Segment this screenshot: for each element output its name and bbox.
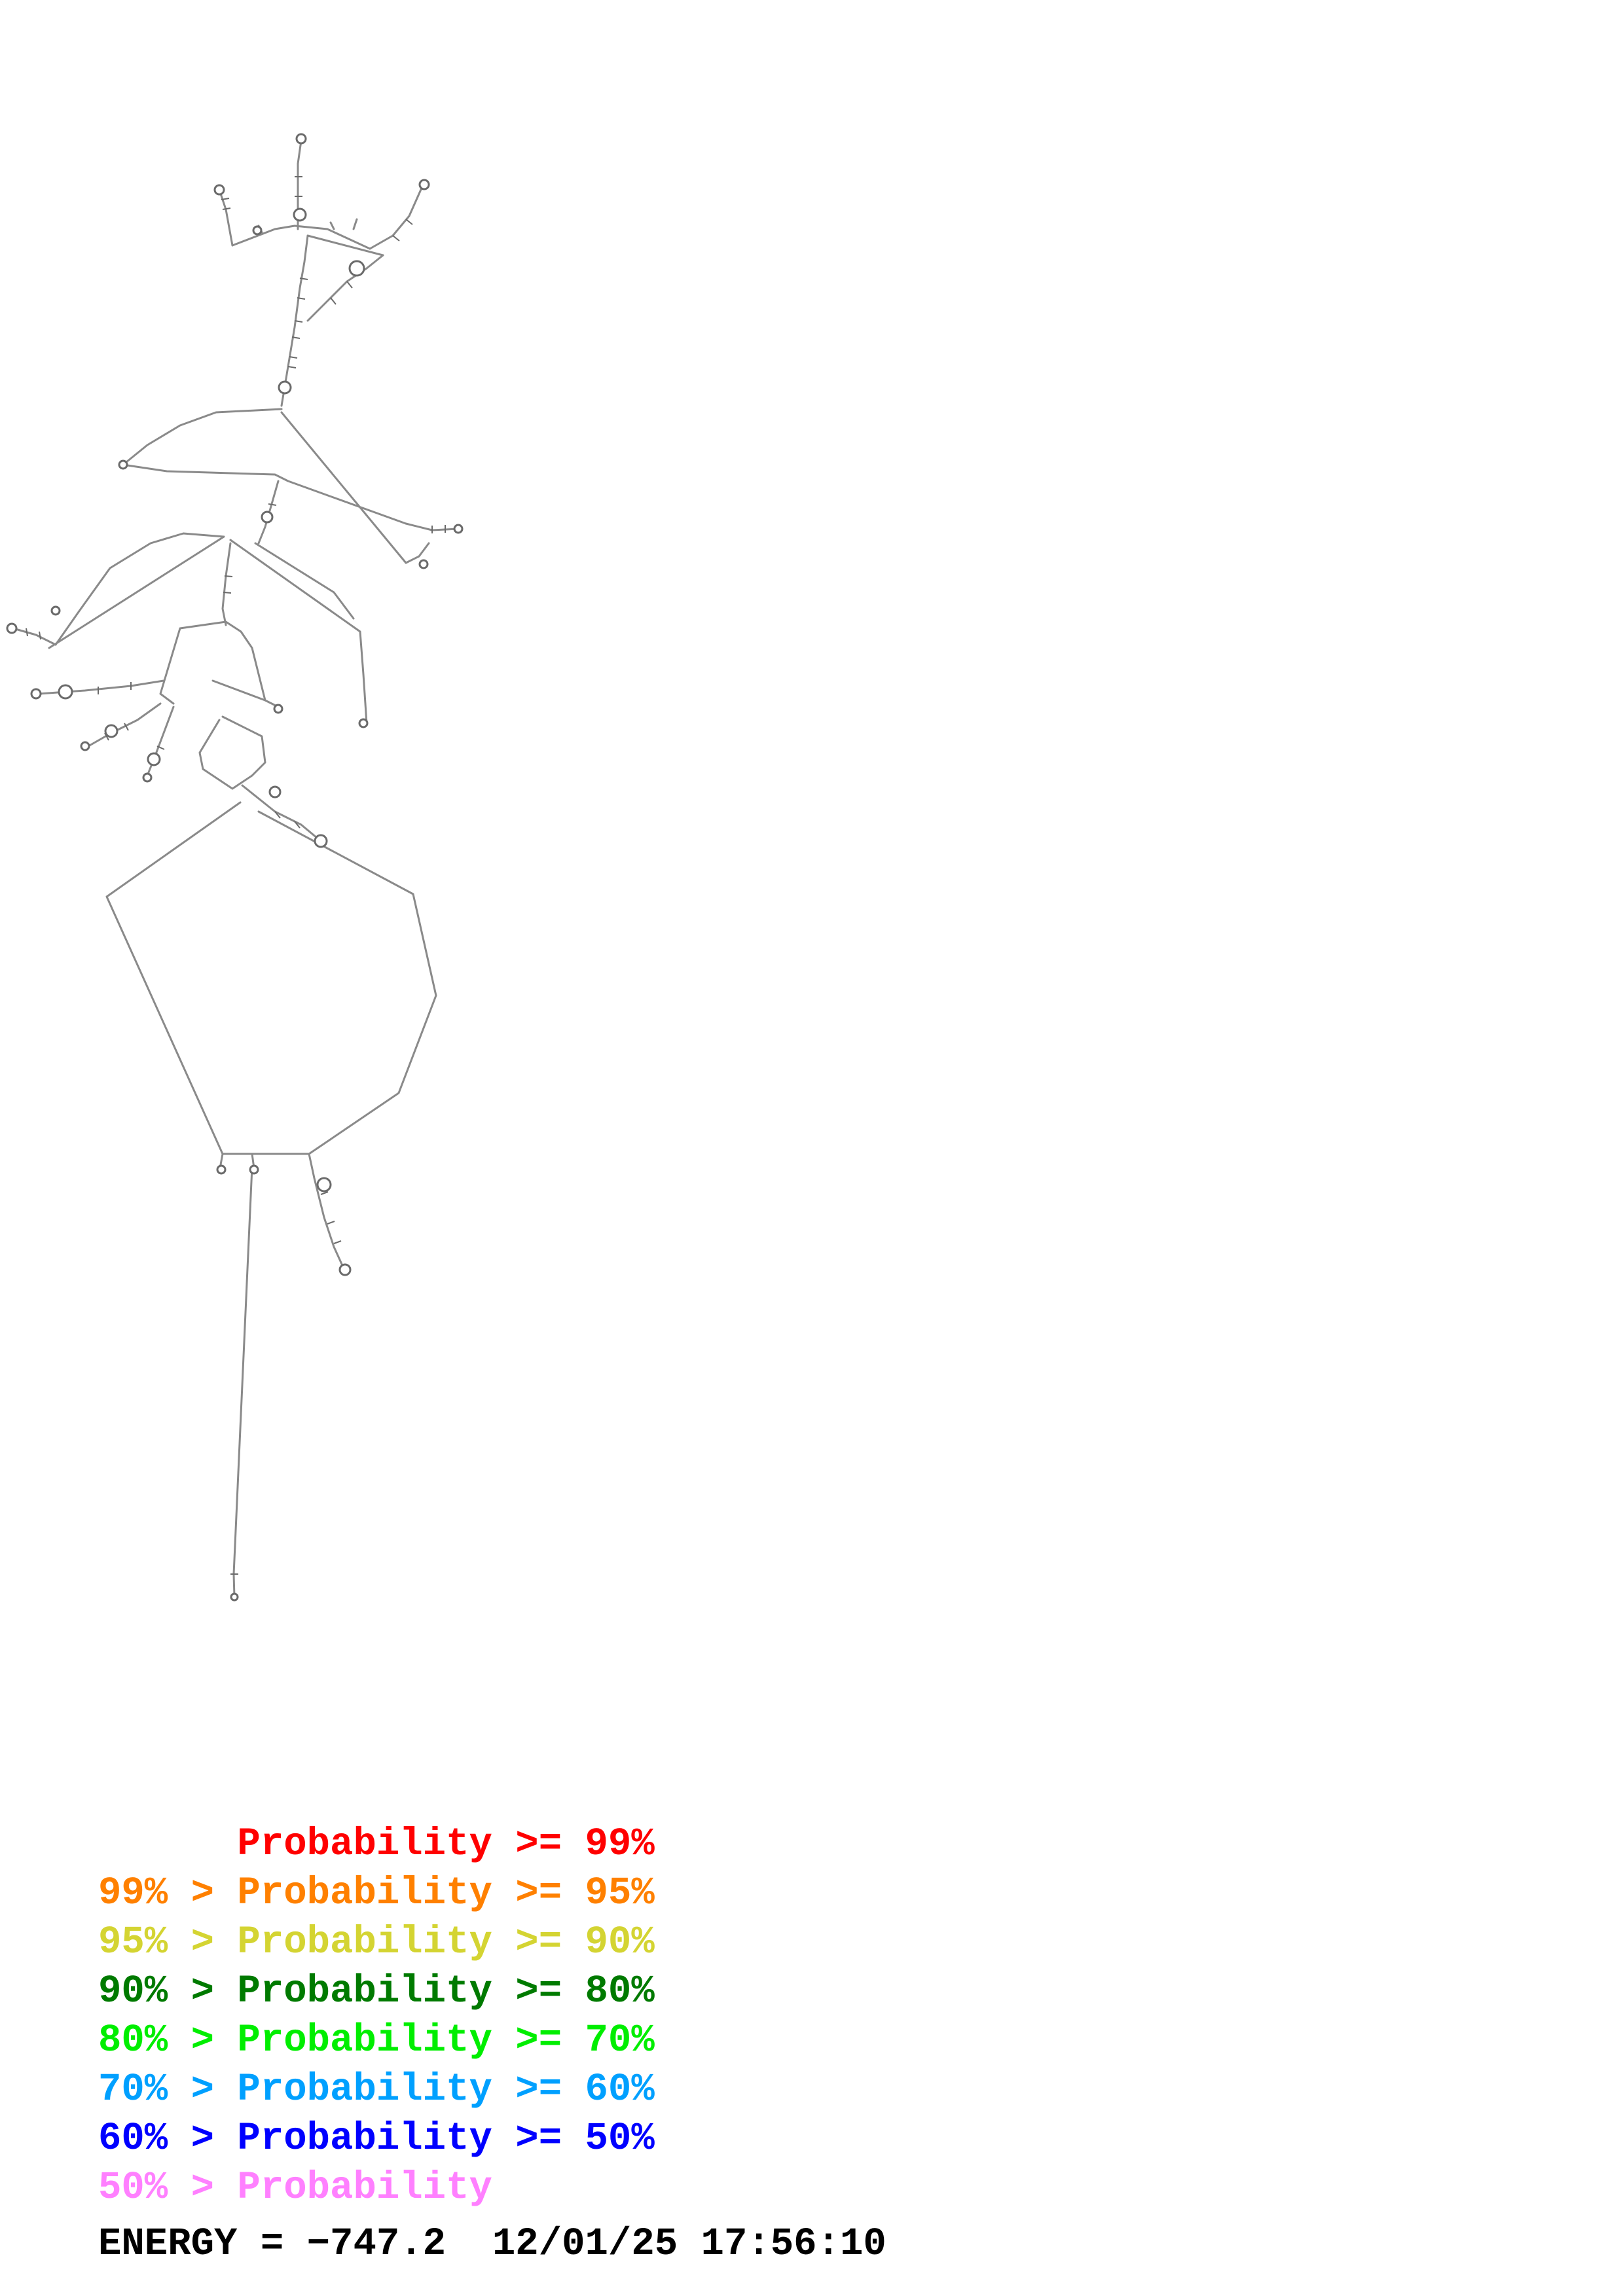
timestamp: 12/01/25 17:56:10 xyxy=(492,2222,886,2266)
hairpin-loop xyxy=(418,179,430,190)
middle-loop xyxy=(159,620,280,708)
hairpin-loop xyxy=(104,724,119,738)
hairpin-loop xyxy=(249,1164,259,1175)
legend-prefix: 99% > xyxy=(98,1871,238,1915)
backbone xyxy=(12,139,460,1598)
hairpin-loop xyxy=(58,684,73,700)
large-multiloop xyxy=(105,801,437,1155)
legend-row: 60% > Probability >= 50% xyxy=(98,2114,655,2163)
hairpin-loop xyxy=(230,1592,239,1602)
middle-right-stem xyxy=(241,784,322,842)
legend-label: Probability xyxy=(237,2166,492,2210)
hairpin-loop xyxy=(50,605,61,616)
legend-label: Probability xyxy=(237,1871,492,1915)
energy-value: −747.2 xyxy=(306,2222,447,2266)
hairpin-loop xyxy=(147,752,161,766)
legend-threshold: >= 99% xyxy=(515,1822,655,1866)
legend-prefix: 70% > xyxy=(98,2068,238,2111)
hairpin-loop xyxy=(295,133,307,145)
legend-row: 80% > Probability >= 70% xyxy=(98,2016,655,2065)
legend-row: 50% > Probability xyxy=(98,2163,655,2212)
hairpin-loop xyxy=(216,1164,227,1175)
legend-label: Probability xyxy=(237,2068,492,2111)
top-stem xyxy=(280,234,309,407)
hairpin-loop xyxy=(252,225,263,236)
legend-prefix: 60% > xyxy=(98,2117,238,2161)
hairpin-loop xyxy=(30,688,42,700)
energy-footer: ENERGY = −747.2 12/01/25 17:56:10 xyxy=(98,2222,886,2266)
tail-strand xyxy=(232,1166,253,1598)
top-multiloop xyxy=(231,224,384,257)
legend-prefix: 80% > xyxy=(98,2018,238,2062)
hairpin-loop xyxy=(314,834,328,848)
hairpin-loop xyxy=(80,741,90,751)
left-stem-c xyxy=(87,702,162,747)
hairpin-loop xyxy=(453,524,464,534)
top-stem-right-b xyxy=(306,254,384,322)
legend-threshold: >= 80% xyxy=(515,1969,655,2013)
bottom-stem-b xyxy=(308,1153,345,1270)
hairpin-loop xyxy=(261,511,274,524)
hairpin-loop xyxy=(278,380,292,395)
middle-small-loop xyxy=(198,715,266,790)
legend-threshold: >= 50% xyxy=(515,2117,655,2161)
hairpin-loop xyxy=(358,718,369,728)
legend-label: Probability xyxy=(237,1822,492,1866)
footer-gap xyxy=(446,2222,492,2266)
legend-prefix: 90% > xyxy=(98,1969,238,2013)
hairpin-loop xyxy=(273,704,283,714)
hairpin-loop xyxy=(418,559,429,569)
legend-prefix: 50% > xyxy=(98,2166,238,2210)
hairpin-loop xyxy=(293,207,307,222)
hairpin-loop xyxy=(338,1263,352,1276)
hairpin-loop xyxy=(6,622,18,634)
top-stem-right-a xyxy=(369,185,424,250)
probability-legend: Probability >= 99% 99% > Probability >= 9… xyxy=(98,1820,655,2212)
hairpin-loops xyxy=(6,133,464,1602)
left-stem-d xyxy=(146,706,175,777)
left-multiloop xyxy=(48,532,368,725)
legend-row: 99% > Probability >= 95% xyxy=(98,1869,655,1918)
energy-label: ENERGY = xyxy=(98,2222,307,2266)
hairpin-loop xyxy=(142,772,153,783)
legend-label: Probability xyxy=(237,1969,492,2013)
hairpin-loop xyxy=(118,459,128,470)
legend-row: 95% > Probability >= 90% xyxy=(98,1918,655,1967)
hairpin-loop xyxy=(348,260,365,277)
hairpin-loop xyxy=(268,785,282,798)
legend-threshold: >= 95% xyxy=(515,1871,655,1915)
middle-stem xyxy=(221,542,232,626)
hairpin-loop xyxy=(316,1177,332,1193)
legend-threshold: >= 70% xyxy=(515,2018,655,2062)
legend-row: 90% > Probability >= 80% xyxy=(98,1967,655,2016)
base-pair-ticks xyxy=(26,176,446,1575)
legend-prefix: 95% > xyxy=(98,1920,238,1964)
legend-label: Probability xyxy=(237,2018,492,2062)
legend-label: Probability xyxy=(237,2117,492,2161)
left-stem-a xyxy=(12,627,57,646)
rna-structure-diagram xyxy=(6,133,464,1602)
legend-threshold: >= 60% xyxy=(515,2068,655,2111)
top-stem-left xyxy=(218,188,234,247)
legend-threshold: >= 90% xyxy=(515,1920,655,1964)
legend-row: 70% > Probability >= 60% xyxy=(98,2065,655,2114)
legend-label: Probability xyxy=(237,1920,492,1964)
legend-row: Probability >= 99% xyxy=(98,1820,655,1869)
upper-loop xyxy=(122,408,407,564)
hairpin-loop xyxy=(213,184,225,196)
